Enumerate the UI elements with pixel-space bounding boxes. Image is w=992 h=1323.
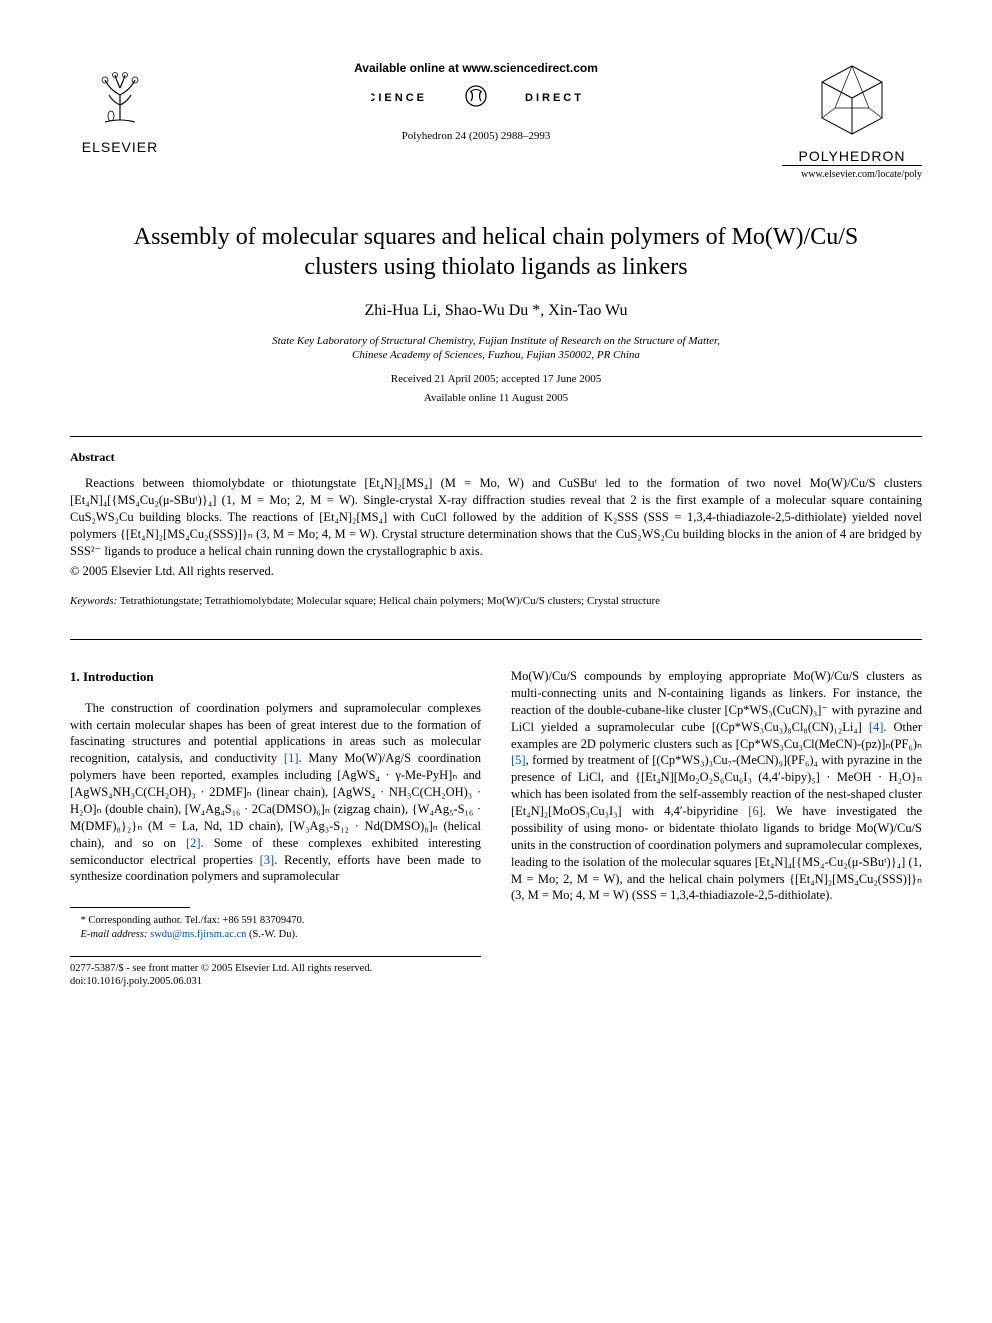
ref-link-5[interactable]: [5]: [511, 753, 526, 767]
column-right: Mo(W)/Cu/S compounds by employing approp…: [511, 668, 922, 989]
authors: Zhi-Hua Li, Shao-Wu Du *, Xin-Tao Wu: [70, 300, 922, 322]
keywords: Keywords: Tetrathiotungstate; Tetrathiom…: [70, 594, 922, 609]
ref-link-1[interactable]: [1]: [284, 751, 299, 765]
elsevier-label: ELSEVIER: [70, 138, 170, 157]
center-header: Available online at www.sciencedirect.co…: [170, 60, 782, 144]
abstract-top-rule: [70, 436, 922, 437]
received-date: Received 21 April 2005; accepted 17 June…: [70, 372, 922, 387]
abstract-body: Reactions between thiomolybdate or thiot…: [70, 476, 922, 558]
intro-continued: Mo(W)/Cu/S compounds by employing approp…: [511, 668, 922, 904]
intro-heading: 1. Introduction: [70, 668, 481, 686]
sd-right-text: DIRECT®: [525, 92, 581, 104]
polyhedron-logo: POLYHEDRON www.elsevier.com/locate/poly: [782, 60, 922, 182]
column-left: 1. Introduction The construction of coor…: [70, 668, 481, 989]
front-matter: 0277-5387/$ - see front matter © 2005 El…: [70, 962, 481, 976]
ref-link-4[interactable]: [4]: [869, 720, 884, 734]
polyhedron-icon: [812, 60, 892, 140]
ref-link-6[interactable]: [6]: [748, 804, 763, 818]
ref-link-3[interactable]: [3]: [260, 853, 275, 867]
available-online-text: Available online at www.sciencedirect.co…: [190, 60, 762, 76]
keywords-text: Tetrathiotungstate; Tetrathiomolybdate; …: [117, 595, 660, 607]
email-link[interactable]: swdu@ms.fjirsm.ac.cn: [150, 929, 246, 940]
header-rule: [782, 165, 922, 166]
affiliation-line1: State Key Laboratory of Structural Chemi…: [272, 335, 720, 347]
bottom-rule: [70, 956, 481, 957]
intro-paragraph: The construction of coordination polymer…: [70, 700, 481, 886]
polyhedron-label: POLYHEDRON: [782, 147, 922, 166]
elsevier-tree-icon: [85, 60, 155, 130]
keywords-label: Keywords:: [70, 595, 117, 607]
col2-text-d: . We have investigated the possibility o…: [511, 804, 922, 902]
available-date: Available online 11 August 2005: [70, 391, 922, 406]
copyright: © 2005 Elsevier Ltd. All rights reserved…: [70, 563, 922, 580]
email-label: E-mail address:: [81, 929, 148, 940]
locate-url: www.elsevier.com/locate/poly: [782, 168, 922, 182]
email-footnote: E-mail address: swdu@ms.fjirsm.ac.cn (S.…: [70, 928, 481, 942]
affiliation-line2: Chinese Academy of Sciences, Fuzhou, Fuj…: [352, 349, 640, 361]
abstract-text: Reactions between thiomolybdate or thiot…: [70, 475, 922, 559]
affiliation: State Key Laboratory of Structural Chemi…: [70, 334, 922, 363]
corresponding-footnote: * Corresponding author. Tel./fax: +86 59…: [70, 914, 481, 928]
ref-link-2[interactable]: [2]: [186, 836, 201, 850]
email-suffix: (S.-W. Du).: [246, 929, 297, 940]
doi: doi:10.1016/j.poly.2005.06.031: [70, 975, 481, 989]
article-title: Assembly of molecular squares and helica…: [100, 222, 892, 282]
journal-citation: Polyhedron 24 (2005) 2988–2993: [190, 129, 762, 144]
science-direct-logo: SCIENCE DIRECT®: [190, 84, 762, 115]
sd-left-text: SCIENCE: [371, 92, 427, 104]
col2-text-a: Mo(W)/Cu/S compounds by employing approp…: [511, 669, 922, 734]
abstract-bottom-rule: [70, 639, 922, 640]
elsevier-logo: ELSEVIER: [70, 60, 170, 156]
abstract-heading: Abstract: [70, 449, 922, 465]
journal-header: ELSEVIER Available online at www.science…: [70, 60, 922, 182]
body-columns: 1. Introduction The construction of coor…: [70, 668, 922, 989]
footnote-rule: [70, 907, 190, 908]
